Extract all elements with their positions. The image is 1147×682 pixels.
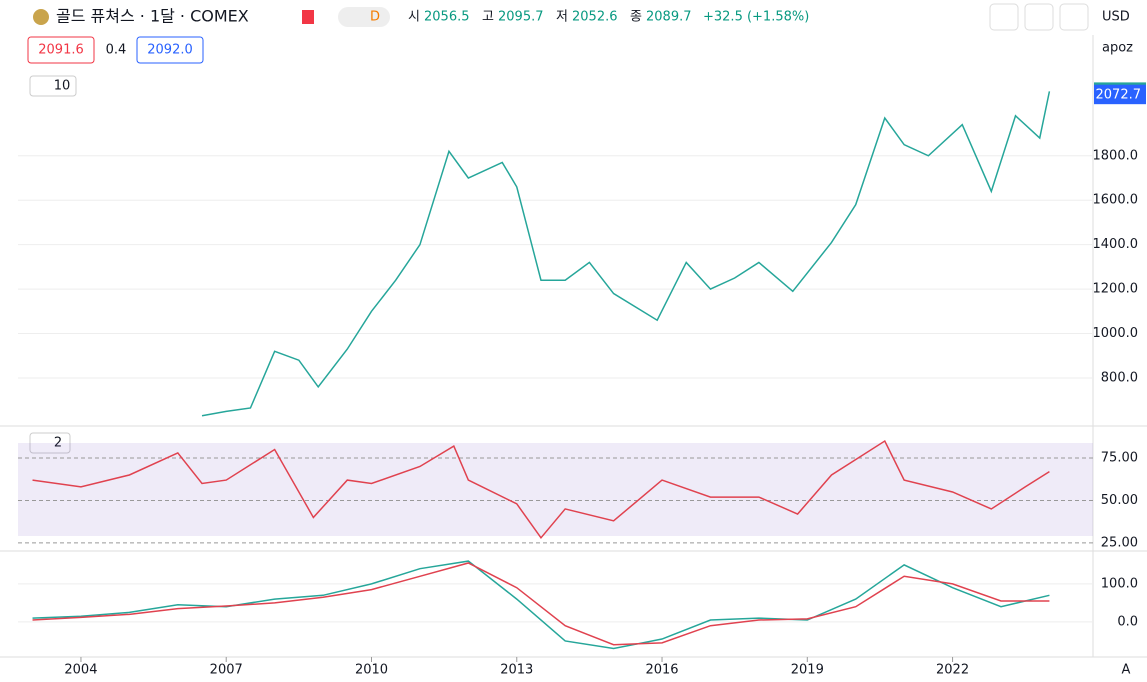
low-label: 저 xyxy=(556,10,568,25)
high-label: 고 xyxy=(482,10,494,25)
y-tick-label: 100.0 xyxy=(1101,576,1138,591)
y-tick-label: 75.00 xyxy=(1101,451,1138,466)
x-tick-label: 2007 xyxy=(210,663,243,678)
currency[interactable]: USD xyxy=(1102,10,1130,25)
y-tick-label: 0.0 xyxy=(1117,614,1138,629)
rsi-pane-badge[interactable]: 2 xyxy=(54,436,62,451)
y-tick-label: 1600.0 xyxy=(1093,193,1139,208)
series-line xyxy=(201,91,1051,417)
account[interactable]: apoz xyxy=(1102,41,1133,56)
y-tick-label: 1800.0 xyxy=(1093,148,1139,163)
y-tick-label: 1200.0 xyxy=(1093,282,1139,297)
x-tick-label: 2013 xyxy=(500,663,533,678)
series-line xyxy=(32,560,1050,650)
flag[interactable] xyxy=(302,10,314,24)
price-label-box xyxy=(1094,86,1146,105)
down-button[interactable] xyxy=(989,3,1019,31)
x-tick-label: 2010 xyxy=(355,663,388,678)
change: +32.5 (+1.58%) xyxy=(703,10,809,25)
x-tick-label: 2004 xyxy=(64,663,97,678)
fullscreen-button[interactable] xyxy=(1059,3,1089,31)
y-tick-label: 1400.0 xyxy=(1093,237,1139,252)
interval-badge[interactable]: D xyxy=(370,10,380,25)
price-label: 2072.7 xyxy=(1096,88,1142,103)
close-label: 종 xyxy=(630,10,642,25)
low: 2052.6 xyxy=(572,10,618,25)
series-line xyxy=(32,439,1050,540)
close: 2089.7 xyxy=(646,10,692,25)
rsi-band xyxy=(18,443,1093,536)
rsi-badge-box[interactable] xyxy=(29,432,71,454)
y-tick-label: 25.00 xyxy=(1101,535,1138,550)
symbol-icon xyxy=(33,9,49,25)
x-tick-label: 2019 xyxy=(791,663,824,678)
bid-box[interactable] xyxy=(27,36,95,64)
scale-mode[interactable]: A xyxy=(1122,663,1131,678)
main-pane-badge[interactable]: 10 xyxy=(54,79,71,94)
symbol-title[interactable]: 골드 퓨쳐스 · 1달 · COMEX xyxy=(56,7,249,26)
series-line xyxy=(32,562,1050,646)
ask: 2092.0 xyxy=(147,43,193,58)
open-label: 시 xyxy=(408,10,420,25)
main-badge-box[interactable] xyxy=(29,75,77,97)
spread: 0.4 xyxy=(106,43,127,58)
y-tick-label: 50.00 xyxy=(1101,493,1138,508)
ask-box[interactable] xyxy=(136,36,204,64)
interval-pill[interactable] xyxy=(338,7,390,27)
x-tick-label: 2016 xyxy=(645,663,678,678)
high: 2095.7 xyxy=(498,10,544,25)
bid: 2091.6 xyxy=(38,43,84,58)
y-tick-label: 1000.0 xyxy=(1093,326,1139,341)
y-tick-label: 800.0 xyxy=(1101,371,1138,386)
collapse-button[interactable] xyxy=(1024,3,1054,31)
x-tick-label: 2022 xyxy=(936,663,969,678)
open: 2056.5 xyxy=(424,10,470,25)
